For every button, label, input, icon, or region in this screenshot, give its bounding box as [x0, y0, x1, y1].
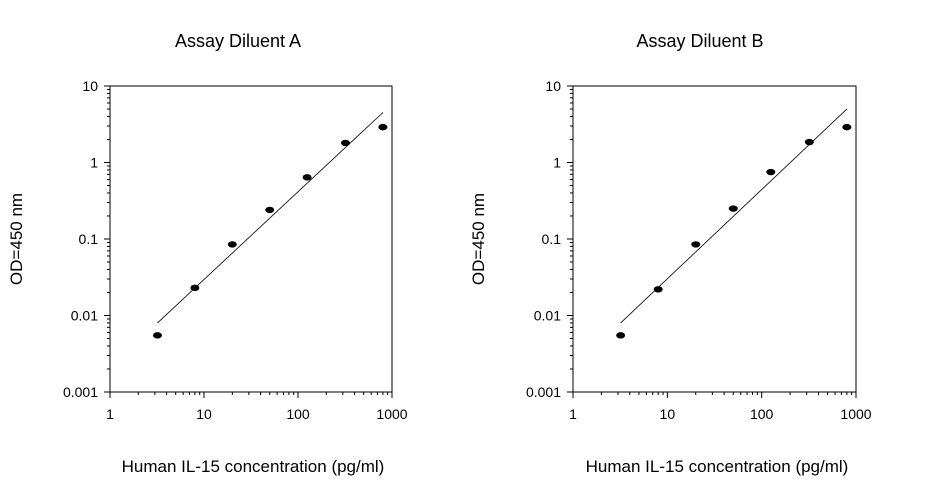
data-marks: 1 10 100 1000 0.001 0.01 0.1 1 10 — [526, 78, 872, 422]
data-point — [691, 241, 701, 248]
data-point — [190, 284, 200, 292]
data-point — [804, 138, 814, 146]
x-axis-label: Human IL-15 concentration (pg/ml) — [122, 457, 385, 476]
x-tick-label: 100 — [286, 406, 310, 422]
x-tick-label: 10 — [660, 406, 676, 422]
y-tick-label: 0.1 — [542, 231, 562, 247]
data-point — [265, 206, 275, 214]
y-tick-label: 0.001 — [63, 384, 98, 400]
data-point — [378, 123, 388, 131]
chart-panel-a: Assay Diluent A 1 10 100 10000.0010.010.111… — [7, 31, 408, 476]
y-axis-label: OD=450 nm — [469, 193, 488, 285]
data-point — [152, 332, 162, 339]
data-point — [842, 123, 852, 131]
y-tick-label: 1 — [553, 155, 561, 171]
data-marks: 1 10 100 1000 0.001 0.01 0.1 1 10 — [63, 78, 408, 422]
chart-title: Assay Diluent B — [636, 31, 763, 51]
x-tick-label: 1 — [106, 406, 114, 422]
x-axis-label: Human IL-15 concentration (pg/ml) — [586, 457, 849, 476]
y-tick-label: 10 — [545, 78, 561, 94]
data-point — [340, 139, 350, 147]
data-point — [302, 174, 312, 181]
x-tick-label: 100 — [750, 406, 774, 422]
data-point — [616, 332, 626, 339]
data-point — [653, 286, 663, 293]
y-tick-label: 1 — [90, 155, 98, 171]
x-tick-label: 10 — [196, 406, 212, 422]
data-point — [227, 241, 237, 248]
chart-title: Assay Diluent A — [175, 31, 301, 51]
data-point — [766, 168, 776, 176]
y-tick-label: 0.1 — [79, 231, 99, 247]
x-tick-label: 1000 — [840, 406, 871, 422]
chart-panel-b: Assay Diluent B 1 10 100 10000.0010.010.111… — [469, 31, 872, 476]
plot-frame — [109, 85, 393, 393]
plot-frame — [572, 85, 857, 393]
y-tick-label: 10 — [82, 78, 98, 94]
y-tick-label: 0.001 — [526, 384, 561, 400]
y-tick-label: 0.01 — [71, 308, 98, 324]
x-tick-label: 1 — [569, 406, 577, 422]
data-point — [728, 205, 738, 212]
y-axis-label: OD=450 nm — [7, 193, 26, 285]
x-tick-label: 1000 — [376, 406, 407, 422]
y-tick-label: 0.01 — [534, 308, 561, 324]
